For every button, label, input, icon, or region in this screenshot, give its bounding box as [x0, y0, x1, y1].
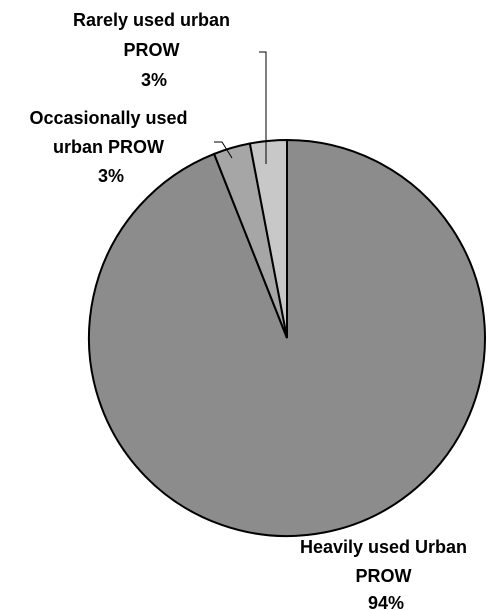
label-heavily-used: Heavily used Urban PROW 94% [300, 537, 472, 610]
pie-slices [88, 138, 486, 537]
label-rarely-used: Rarely used urban PROW 3% [73, 10, 235, 90]
label-rarely-used-line1: Rarely used urban [73, 10, 230, 30]
value-label-heavily-used: 94% [368, 593, 404, 610]
leader-lines [214, 51, 267, 164]
label-occasionally-used-line1: Occasionally used [29, 108, 187, 128]
label-heavily-used-line2: PROW [355, 566, 411, 586]
label-heavily-used-line1: Heavily used Urban [300, 537, 467, 557]
leader-line-occasionally-used [214, 141, 233, 159]
value-label-rarely-used: 3% [141, 70, 167, 90]
pie-slice-rarely-used [248, 138, 288, 339]
label-occasionally-used: Occasionally used urban PROW 3% [29, 108, 192, 186]
leader-line-rarely-used [259, 51, 267, 164]
label-rarely-used-line2: PROW [123, 40, 179, 60]
label-occasionally-used-line2: urban PROW [53, 137, 164, 157]
value-label-occasionally-used: 3% [98, 166, 124, 186]
